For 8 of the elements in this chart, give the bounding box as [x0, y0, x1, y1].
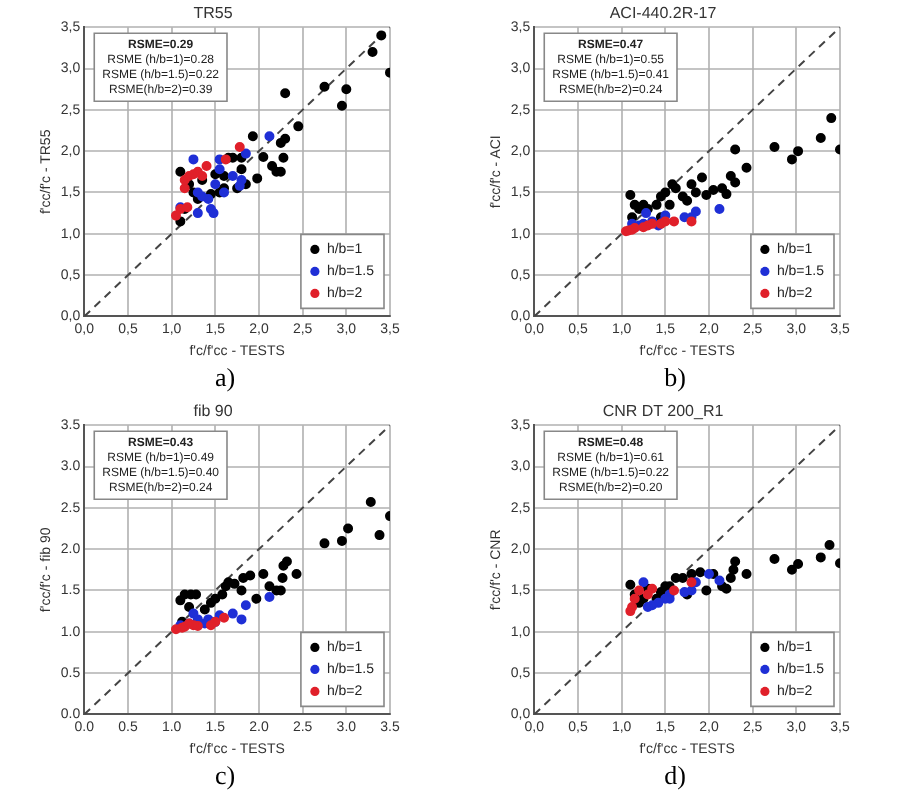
- text: c): [212, 760, 238, 792]
- chart-title: TR55: [193, 4, 234, 23]
- text: b): [662, 362, 688, 394]
- chart-title: ACI-440.2R-17: [609, 4, 718, 23]
- text: a): [212, 362, 238, 394]
- chart-title: fib 90: [193, 402, 234, 421]
- text: d): [662, 760, 688, 792]
- chart-title: CNR DT 200_R1: [602, 402, 725, 421]
